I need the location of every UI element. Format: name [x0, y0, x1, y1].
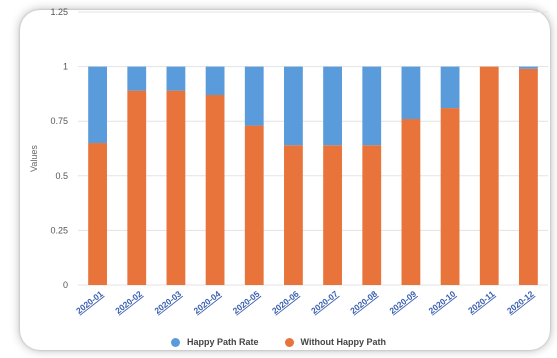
bar-segment[interactable] [401, 66, 421, 120]
bar-segment[interactable] [519, 66, 538, 69]
bar-segment[interactable] [440, 66, 460, 109]
x-tick-label: 2020-02 [113, 289, 144, 316]
legend: Happy Path Rate Without Happy Path [0, 332, 557, 352]
y-axis-ticks: 0 0.25 0.5 0.75 1 1.25 [50, 7, 68, 290]
y-tick-label: 1 [63, 62, 68, 72]
bar-segment[interactable] [362, 66, 382, 146]
y-tick-label: 1.25 [50, 7, 68, 17]
bar-segment[interactable] [323, 66, 342, 146]
x-tick-label: 2020-01 [74, 289, 105, 316]
legend-swatch-without-happy-path [284, 337, 294, 347]
bar-segment[interactable] [166, 66, 186, 91]
x-tick-label: 2020-06 [270, 289, 301, 316]
x-tick-label: 2020-04 [192, 289, 223, 316]
x-tick-label: 2020-05 [231, 289, 262, 316]
x-tick-label: 2020-10 [427, 289, 458, 316]
legend-label-happy-path-rate: Happy Path Rate [187, 337, 259, 347]
x-tick-label: 2020-08 [348, 289, 379, 316]
x-tick-label: 2020-07 [309, 289, 340, 316]
x-tick-label: 2020-12 [505, 289, 536, 316]
x-tick-label: 2020-11 [466, 289, 497, 316]
x-axis-ticks: 2020-01 2020-02 2020-03 2020-04 2020-05 2020-… [74, 289, 536, 316]
y-tick-label: 0.5 [55, 171, 68, 181]
y-tick-label: 0 [63, 280, 68, 290]
y-tick-label: 0.25 [50, 225, 68, 235]
y-axis-title: Values [29, 145, 39, 172]
bar-segment[interactable] [88, 66, 107, 144]
bar-segment[interactable] [323, 145, 342, 285]
bar-segment[interactable] [205, 66, 225, 95]
bar-segment[interactable] [284, 66, 303, 146]
legend-item-happy-path-rate[interactable]: Happy Path Rate [171, 337, 259, 347]
bar-segment[interactable] [284, 145, 303, 285]
bar-segment[interactable] [244, 125, 264, 286]
bar-segment[interactable] [479, 66, 499, 285]
legend-swatch-happy-path-rate [171, 337, 181, 347]
bar-segment[interactable] [401, 119, 421, 286]
bar-segment[interactable] [88, 143, 107, 285]
x-tick-label: 2020-09 [387, 289, 418, 316]
x-tick-label: 2020-03 [152, 289, 183, 316]
bars [88, 66, 538, 286]
bar-segment[interactable] [166, 90, 186, 286]
y-tick-label: 0.75 [50, 116, 68, 126]
legend-label-without-happy-path: Without Happy Path [300, 337, 386, 347]
bar-segment[interactable] [127, 66, 147, 91]
legend-item-without-happy-path[interactable]: Without Happy Path [284, 337, 386, 347]
bar-segment[interactable] [205, 94, 225, 285]
bar-segment[interactable] [519, 68, 538, 285]
bar-segment[interactable] [440, 108, 460, 285]
bar-segment[interactable] [127, 90, 147, 286]
bar-segment[interactable] [244, 66, 264, 126]
bar-segment[interactable] [362, 145, 382, 285]
gridlines [78, 11, 548, 286]
